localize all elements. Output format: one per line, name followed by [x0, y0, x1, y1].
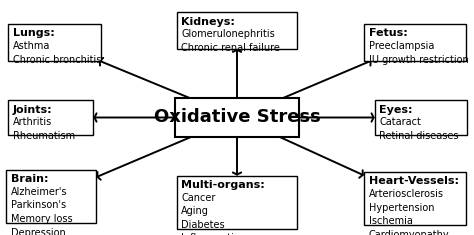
Text: Parkinson's: Parkinson's — [11, 200, 66, 210]
Text: Oxidative Stress: Oxidative Stress — [154, 109, 320, 126]
Bar — [8, 101, 93, 134]
Bar — [374, 101, 467, 134]
Text: Alzheimer's: Alzheimer's — [11, 187, 67, 197]
Text: Brain:: Brain: — [11, 174, 48, 184]
Text: IU growth restriction: IU growth restriction — [368, 55, 468, 65]
Bar — [176, 176, 297, 228]
Bar — [8, 24, 100, 61]
Text: Arthritis: Arthritis — [13, 118, 52, 128]
Text: Preeclampsia: Preeclampsia — [368, 41, 434, 51]
Text: Glomerulonephritis: Glomerulonephritis — [181, 29, 275, 39]
Text: Arteriosclerosis: Arteriosclerosis — [368, 189, 444, 199]
Text: Chronic bronchitis: Chronic bronchitis — [13, 55, 101, 65]
Text: Joints:: Joints: — [13, 105, 53, 115]
Text: Chronic renal failure: Chronic renal failure — [181, 43, 280, 53]
Text: Memory loss: Memory loss — [11, 214, 73, 224]
Bar — [364, 172, 465, 225]
Text: Rheumatism: Rheumatism — [13, 131, 75, 141]
Bar — [364, 24, 465, 61]
Text: Multi-organs:: Multi-organs: — [181, 180, 265, 190]
Text: Ischemia: Ischemia — [368, 216, 412, 226]
Bar — [175, 98, 299, 137]
Text: Heart-Vessels:: Heart-Vessels: — [368, 176, 458, 186]
Text: Retinal diseases: Retinal diseases — [379, 131, 459, 141]
Text: Cataract: Cataract — [379, 118, 421, 128]
Bar — [6, 170, 96, 223]
Text: Lungs:: Lungs: — [13, 28, 55, 38]
Text: Kidneys:: Kidneys: — [181, 16, 235, 27]
Text: Asthma: Asthma — [13, 41, 50, 51]
Text: Depression: Depression — [11, 228, 66, 235]
Text: Cancer: Cancer — [181, 193, 216, 203]
Bar — [176, 12, 297, 49]
Text: Cardiomyopathy: Cardiomyopathy — [368, 230, 449, 235]
Text: Fetus:: Fetus: — [368, 28, 407, 38]
Text: Inflammation: Inflammation — [181, 234, 246, 235]
Text: Aging: Aging — [181, 206, 209, 216]
Text: Diabetes: Diabetes — [181, 220, 225, 230]
Text: Hypertension: Hypertension — [368, 203, 434, 213]
Text: Eyes:: Eyes: — [379, 105, 413, 115]
